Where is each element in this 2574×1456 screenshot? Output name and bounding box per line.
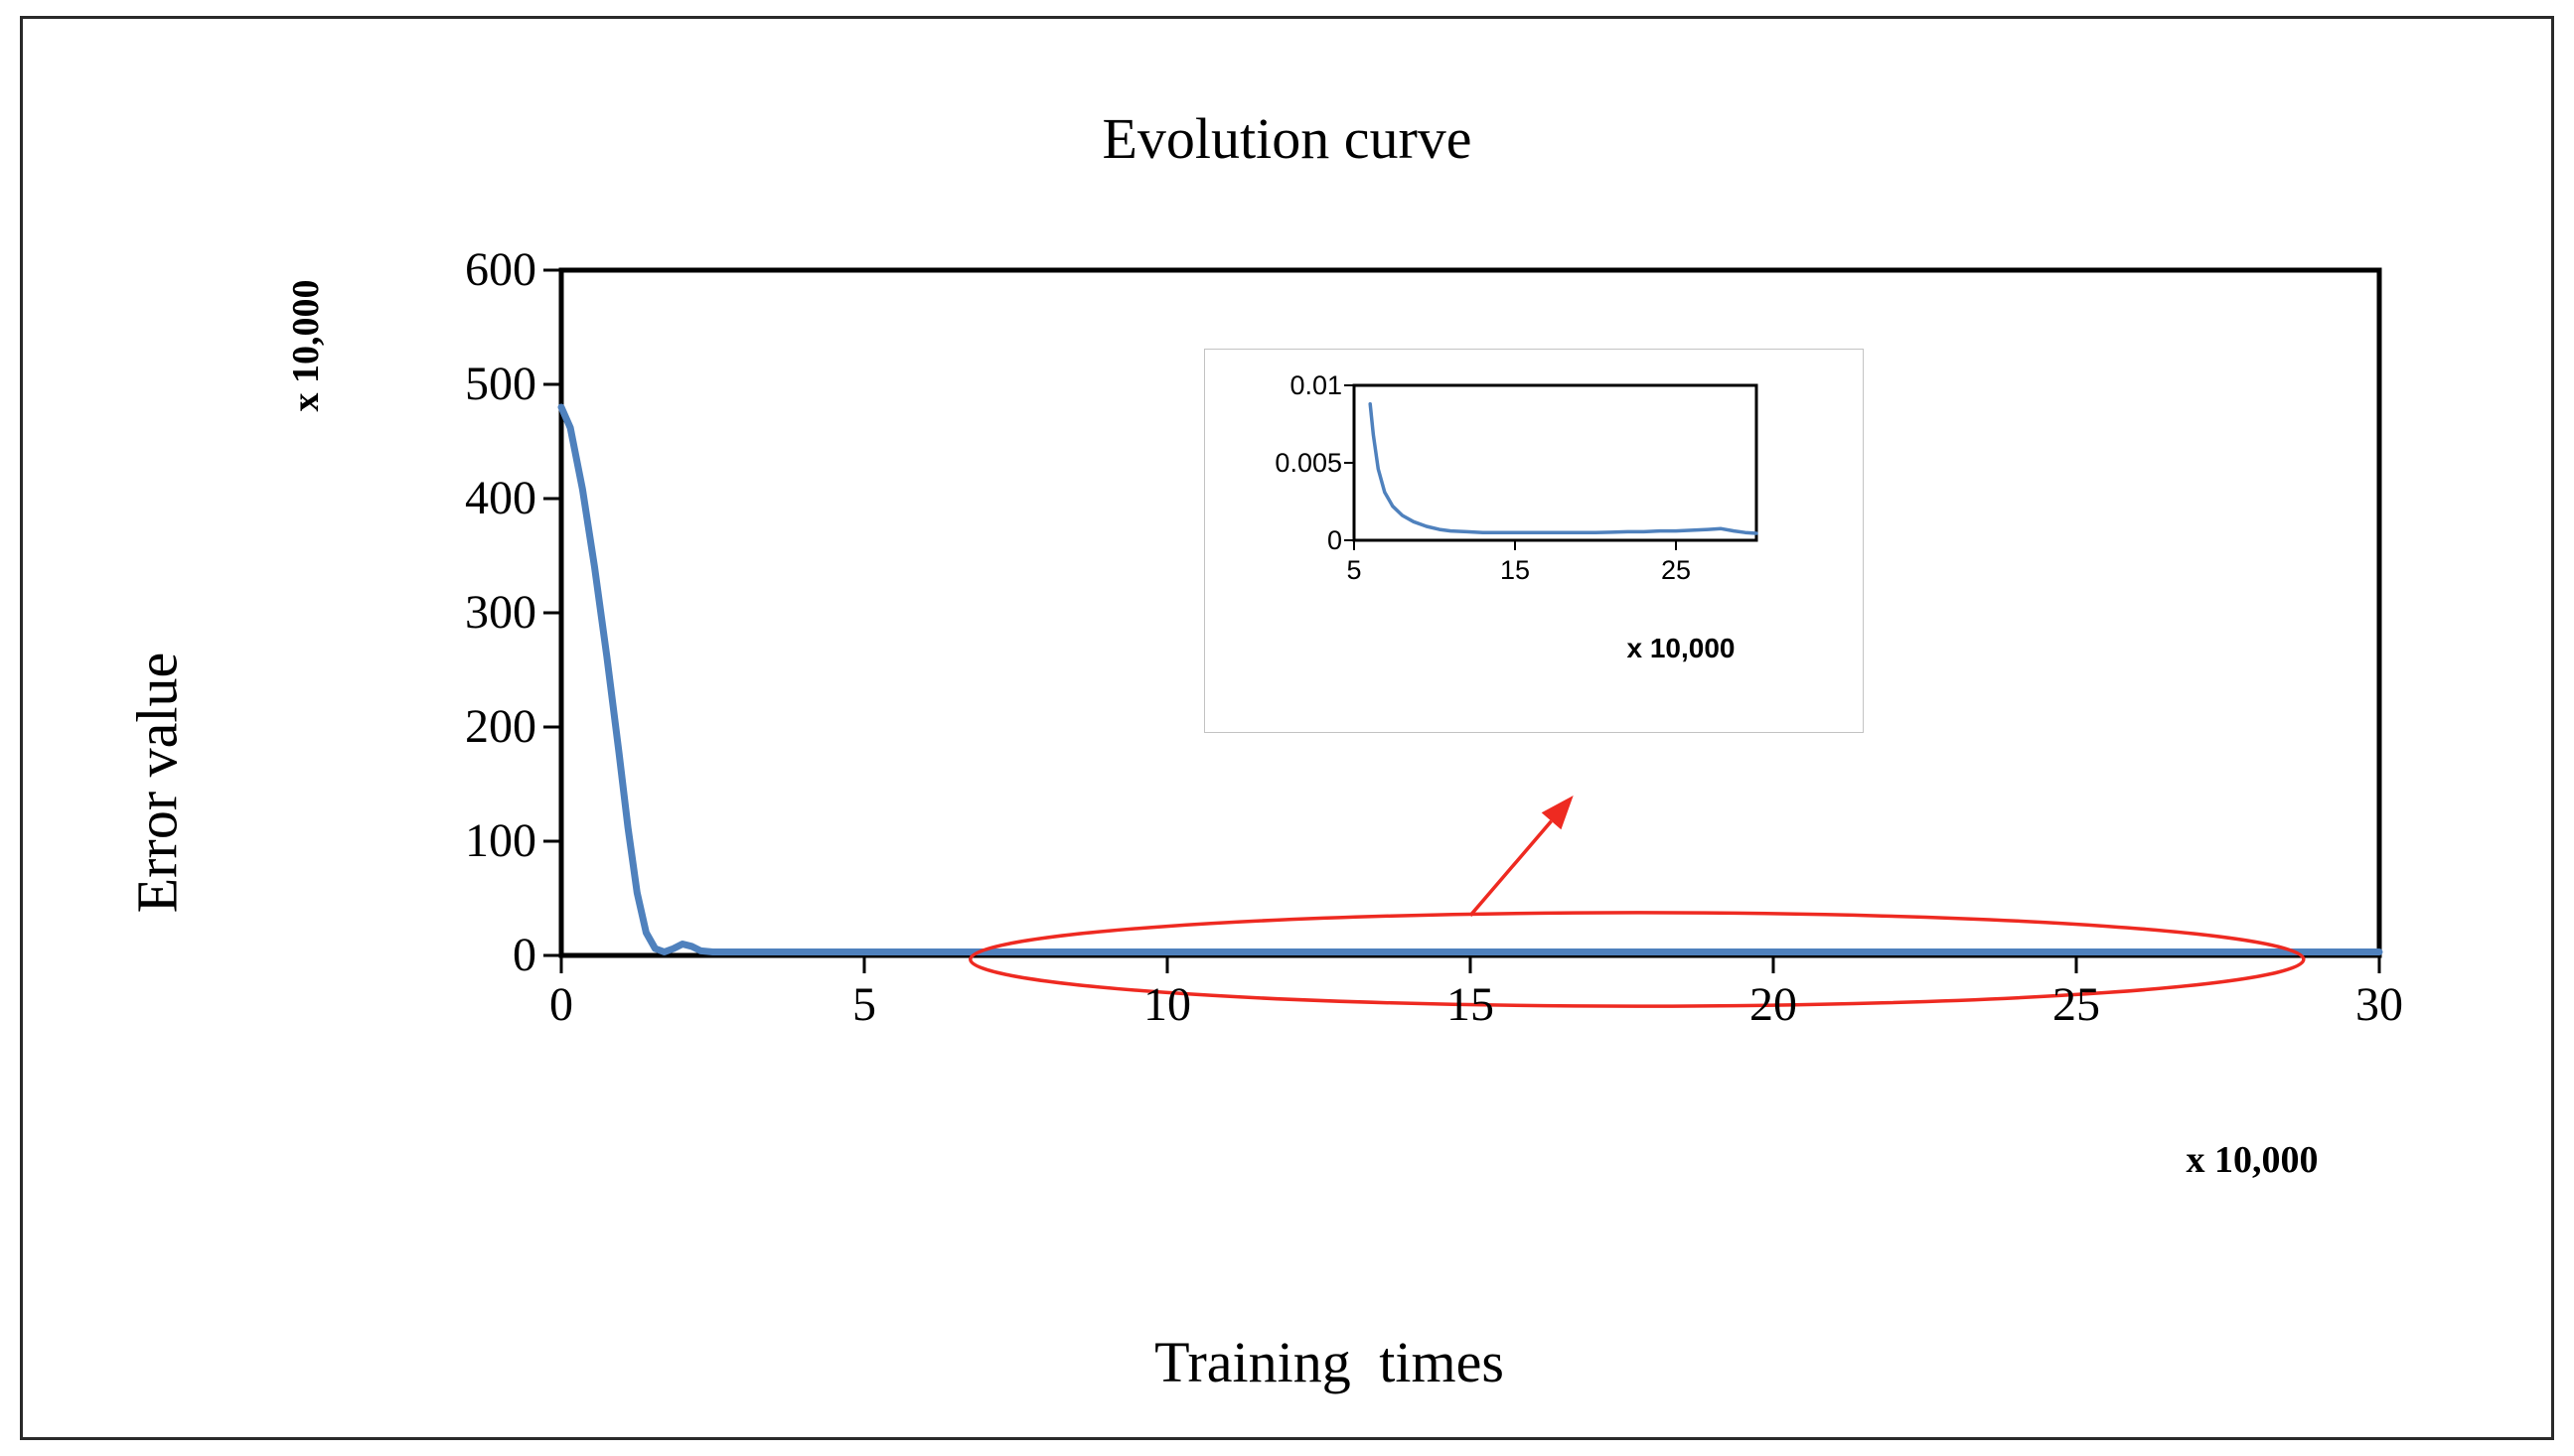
series-line-error bbox=[557, 403, 2383, 955]
inset-plot-border bbox=[1352, 383, 1758, 542]
highlight-ellipse bbox=[969, 911, 2306, 1008]
annotation-arrow-head bbox=[1541, 796, 1574, 830]
inset-series-line bbox=[1368, 401, 1758, 535]
annotation-arrow-line bbox=[1468, 819, 1553, 917]
plot-area-border bbox=[558, 267, 2382, 958]
